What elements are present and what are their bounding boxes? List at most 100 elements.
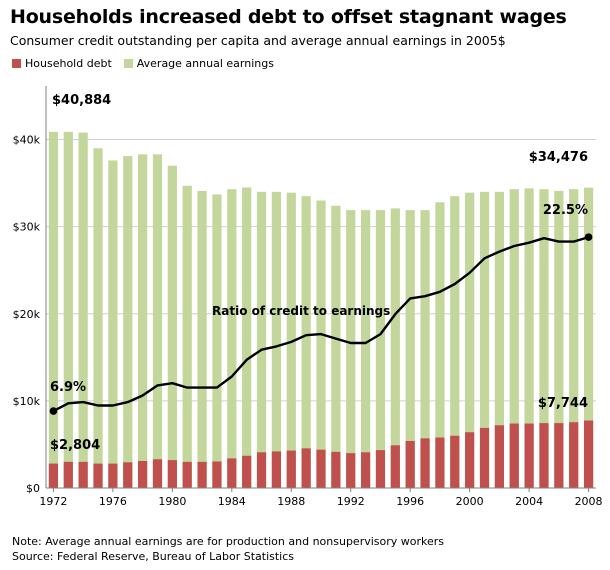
earnings-bar [331, 205, 341, 488]
earnings-bar [93, 148, 103, 488]
annotation-debt-start: $2,804 [50, 438, 100, 453]
earnings-bar [390, 208, 400, 488]
earnings-bar [182, 185, 192, 489]
debt-bar [494, 425, 504, 488]
earnings-bar [108, 160, 118, 488]
earnings-bar [539, 189, 549, 488]
earnings-bar [48, 131, 59, 489]
x-tick-label: 1996 [396, 495, 424, 508]
legend-item-earnings: Average annual earnings [123, 57, 274, 70]
debt-bar [331, 451, 341, 488]
earnings-bar [212, 194, 222, 489]
debt-bar [197, 461, 207, 488]
earnings-bar [138, 154, 148, 488]
debt-bar [360, 452, 371, 488]
earnings-bar [450, 196, 460, 488]
debt-bar [256, 452, 267, 488]
y-tick-label: $40k [13, 134, 41, 147]
chart-subtitle: Consumer credit outstanding per capita a… [10, 33, 506, 48]
earnings-bar [271, 191, 282, 489]
earnings-bar [123, 156, 133, 488]
earnings-bar [375, 210, 386, 489]
debt-bar [420, 438, 430, 488]
debt-bar [390, 445, 400, 488]
earnings-bar [583, 187, 594, 489]
y-tick-label: $20k [13, 308, 41, 321]
debt-bar [375, 450, 386, 488]
chart-source: Source: Federal Reserve, Bureau of Labor… [12, 550, 295, 563]
annotation-ratio-start: 6.9% [50, 380, 86, 395]
debt-bar [316, 449, 326, 488]
earnings-bar [78, 132, 88, 488]
y-tick-label: $30k [13, 221, 41, 234]
debt-bar [569, 422, 579, 488]
earnings-bar [316, 200, 326, 489]
annotation-debt-end: $7,744 [538, 396, 588, 411]
debt-bar [108, 463, 118, 488]
chart-note: Note: Average annual earnings are for pr… [12, 535, 445, 548]
earnings-bar [479, 191, 490, 489]
x-tick-label: 2004 [515, 495, 543, 508]
debt-bar [93, 463, 103, 488]
earnings-bar [465, 192, 475, 488]
debt-bar [152, 459, 163, 488]
earnings-bar [167, 165, 177, 488]
debt-bar [435, 437, 445, 488]
x-tick-label: 1972 [39, 495, 67, 508]
legend-swatch-earnings [123, 59, 133, 68]
ratio-end-point [584, 233, 593, 241]
debt-bar [242, 455, 252, 488]
debt-bar [346, 453, 356, 488]
chart-legend: Household debt Average annual earnings [12, 57, 286, 70]
x-tick-label: 1992 [337, 495, 365, 508]
x-tick-label: 1984 [218, 495, 246, 508]
debt-bar [123, 462, 133, 488]
earnings-bar [494, 191, 504, 489]
legend-label-debt: Household debt [25, 57, 112, 70]
debt-bar [405, 440, 415, 488]
debt-bar [301, 448, 311, 488]
earnings-bar [301, 196, 311, 488]
annotation-ratio-end: 22.5% [543, 203, 588, 218]
earnings-bar [197, 190, 207, 488]
debt-bar [509, 423, 519, 488]
earnings-bar [569, 189, 579, 488]
annotation-ratio-label: Ratio of credit to earnings [212, 304, 390, 318]
ratio-start-point [49, 407, 58, 415]
ratio-line [52, 235, 589, 413]
debt-bar [524, 423, 534, 488]
earnings-bar [509, 189, 519, 488]
debt-bar [182, 461, 192, 488]
x-tick-label: 1976 [99, 495, 127, 508]
y-tick-label: $10k [13, 395, 41, 408]
legend-swatch-debt [12, 59, 21, 68]
earnings-bar [152, 154, 163, 488]
debt-bar [227, 458, 237, 488]
debt-bar [554, 423, 564, 488]
legend-label-earnings: Average annual earnings [136, 57, 274, 70]
debt-bar [479, 427, 490, 488]
earnings-bar [360, 210, 371, 489]
earnings-bar [405, 210, 415, 489]
legend-item-debt: Household debt [12, 57, 112, 70]
debt-bar [450, 435, 460, 488]
debt-bar [212, 461, 222, 488]
debt-bar [48, 463, 59, 488]
debt-bar [167, 460, 177, 488]
debt-bar [271, 451, 282, 488]
x-tick-label: 1980 [158, 495, 186, 508]
x-tick-label: 1988 [277, 495, 305, 508]
debt-bar [539, 423, 549, 488]
debt-bar [583, 420, 594, 488]
x-tick-label: 2000 [456, 495, 484, 508]
earnings-bar [256, 191, 267, 489]
earnings-bar [242, 187, 252, 488]
earnings-bar [227, 189, 237, 488]
debt-bar [138, 460, 148, 488]
x-tick-label: 2008 [575, 495, 603, 508]
earnings-bar [524, 188, 534, 489]
debt-bar [63, 461, 73, 488]
debt-bar [286, 450, 296, 488]
earnings-bar [435, 202, 445, 488]
